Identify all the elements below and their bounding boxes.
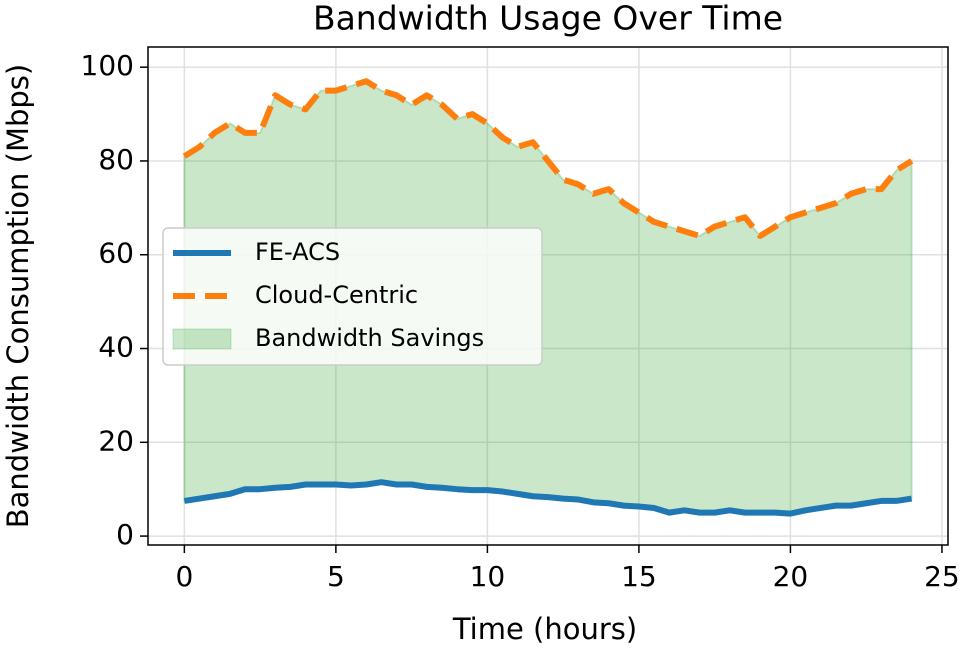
- chart-title: Bandwidth Usage Over Time: [313, 0, 783, 38]
- y-tick-label: 20: [98, 424, 134, 457]
- x-tick-label: 25: [924, 560, 960, 593]
- x-tick-label: 20: [773, 560, 809, 593]
- x-tick-label: 15: [621, 560, 657, 593]
- y-axis-label: Bandwidth Consumption (Mbps): [1, 64, 35, 528]
- x-tick-label: 5: [327, 560, 345, 593]
- legend-label: Bandwidth Savings: [255, 324, 484, 352]
- legend-box: [162, 227, 543, 366]
- legend-label: Cloud-Centric: [255, 281, 418, 309]
- x-tick-label: 10: [470, 560, 506, 593]
- series-line: [182, 78, 914, 239]
- y-tick-label: 0: [116, 518, 134, 551]
- legend-swatch: [172, 328, 232, 350]
- x-axis-label: Time (hours): [452, 612, 637, 646]
- plot-frame: [147, 46, 949, 546]
- legend-label: FE-ACS: [255, 238, 340, 266]
- y-tick-label: 100: [81, 49, 134, 82]
- y-tick-label: 40: [98, 331, 134, 364]
- x-tick-label: 0: [175, 560, 193, 593]
- y-tick-label: 80: [98, 143, 134, 176]
- series-line: [183, 479, 913, 517]
- y-tick-label: 60: [98, 237, 134, 270]
